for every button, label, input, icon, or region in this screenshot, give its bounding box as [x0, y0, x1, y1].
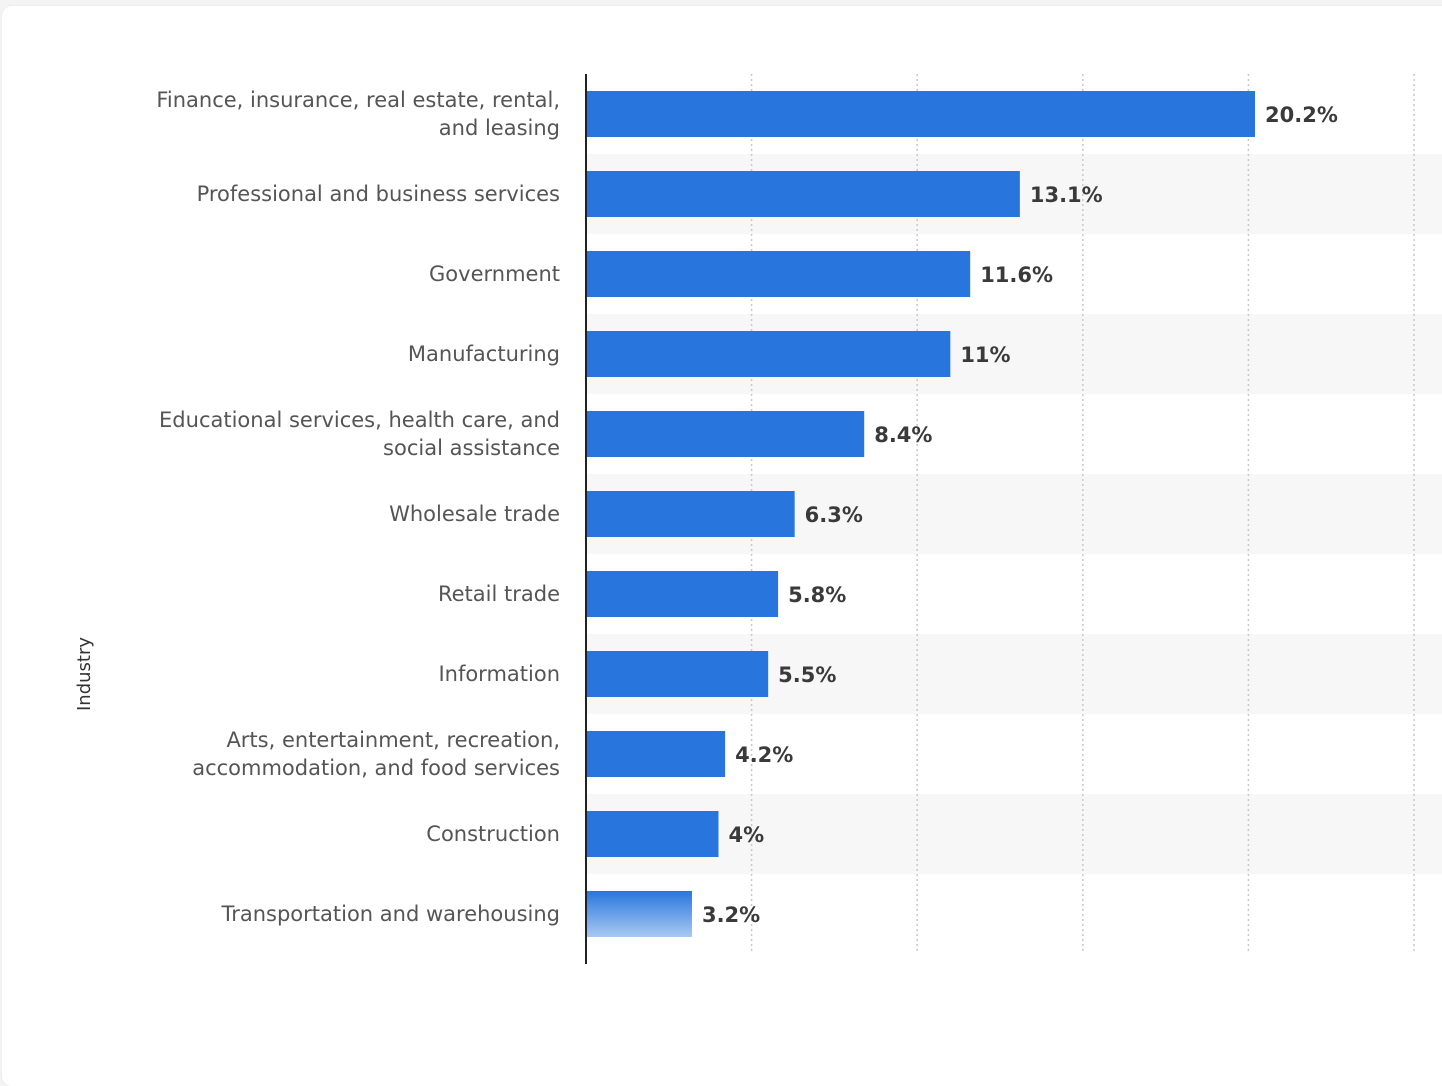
category-label: Government	[429, 262, 560, 286]
category-label: Information	[438, 662, 560, 686]
bar[interactable]	[586, 811, 719, 857]
category-label-line: Finance, insurance, real estate, rental,	[156, 88, 560, 112]
value-label: 5.5%	[778, 663, 836, 687]
bar[interactable]	[586, 491, 795, 537]
category-label-line: Information	[438, 662, 560, 686]
row-stripes	[586, 154, 1442, 874]
bar[interactable]	[586, 731, 726, 777]
bar[interactable]	[586, 251, 971, 297]
category-label-line: social assistance	[383, 436, 560, 460]
category-label-line: and leasing	[439, 116, 560, 140]
category-label: Construction	[426, 822, 560, 846]
category-label: Professional and business services	[197, 182, 560, 206]
value-label: 8.4%	[874, 423, 932, 447]
category-label-line: Wholesale trade	[389, 502, 560, 526]
bars	[586, 91, 1256, 937]
value-labels: 20.2% 13.1% 11.6% 11% 8.4% 6.3% 5.8% 5.5% 4.2% 4%…	[702, 103, 1338, 927]
bar-chart: 20.2% 13.1% 11.6% 11% 8.4% 6.3% 5.8% 5.5% 4.2% 4%…	[74, 74, 1442, 964]
row-stripe	[586, 794, 1442, 874]
category-label: Wholesale trade	[389, 502, 560, 526]
category-label-line: Educational services, health care, and	[159, 408, 560, 432]
category-label: Arts, entertainment, recreation, accommod…	[192, 728, 560, 780]
value-label: 4.2%	[735, 743, 793, 767]
category-label-line: Government	[429, 262, 560, 286]
bar[interactable]	[586, 651, 769, 697]
value-label: 6.3%	[805, 503, 863, 527]
y-axis-title: Industry	[74, 637, 95, 711]
bar[interactable]	[586, 171, 1020, 217]
bar[interactable]	[586, 571, 779, 617]
value-label: 13.1%	[1030, 183, 1103, 207]
category-label: Transportation and warehousing	[220, 902, 560, 926]
category-label-line: Arts, entertainment, recreation,	[226, 728, 560, 752]
category-label: Finance, insurance, real estate, rental,…	[156, 88, 560, 140]
category-label-line: Construction	[426, 822, 560, 846]
value-label: 11%	[960, 343, 1010, 367]
category-label: Retail trade	[438, 582, 560, 606]
category-label-line: Transportation and warehousing	[220, 902, 560, 926]
category-label: Manufacturing	[408, 342, 560, 366]
category-label-line: Retail trade	[438, 582, 560, 606]
category-label-line: accommodation, and food services	[192, 756, 560, 780]
value-label: 4%	[728, 823, 764, 847]
bar[interactable]	[586, 891, 692, 937]
value-label: 11.6%	[980, 263, 1053, 287]
category-label-line: Manufacturing	[408, 342, 560, 366]
bar[interactable]	[586, 91, 1256, 137]
chart-card: 20.2% 13.1% 11.6% 11% 8.4% 6.3% 5.8% 5.5% 4.2% 4%…	[2, 6, 1442, 1086]
bar[interactable]	[586, 411, 865, 457]
category-label-line: Professional and business services	[197, 182, 560, 206]
category-labels: Finance, insurance, real estate, rental,…	[156, 88, 560, 926]
category-label: Educational services, health care, and so…	[159, 408, 560, 460]
value-label: 5.8%	[788, 583, 846, 607]
value-label: 3.2%	[702, 903, 760, 927]
bar[interactable]	[586, 331, 951, 377]
value-label: 20.2%	[1265, 103, 1338, 127]
